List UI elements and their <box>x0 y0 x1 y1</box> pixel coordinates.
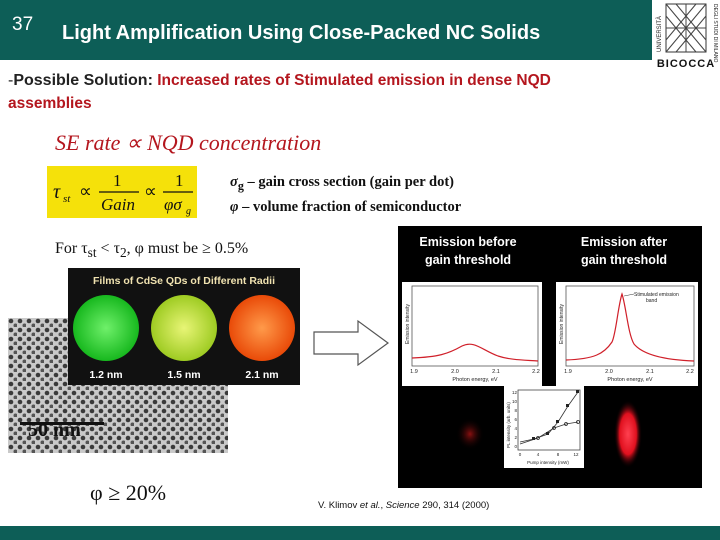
inset-xtick-1: 0 <box>519 452 522 457</box>
inset-ytick-7: 0 <box>514 444 517 449</box>
legend-phi-text: – volume fraction of semiconductor <box>238 198 462 215</box>
condition-sub-1: st <box>87 245 97 261</box>
right-plot-xlabel: Photon energy, eV <box>607 377 652 383</box>
legend-sigma-symbol: σ <box>230 174 238 190</box>
panel-right-heading-2: gain threshold <box>581 253 667 267</box>
cdse-films-image: Films of CdSe QDs of Different Radii 1.2… <box>68 268 300 385</box>
right-spectrum-plot: Stimulated emission band Emission intens… <box>556 282 698 386</box>
condition-mid: < τ <box>96 240 120 257</box>
university-logo: UNIVERSITÀ DEGLI STUDI DI MILANO BICOCCA <box>652 0 720 72</box>
slide-number: 37 <box>12 14 34 35</box>
logo-left-text: UNIVERSITÀ <box>656 16 663 52</box>
condition-prefix: For τ <box>55 240 88 257</box>
formula-prop-1: ∝ <box>79 181 92 201</box>
legend-phi-symbol: φ <box>230 198 239 215</box>
inset-ytick-2: 10 <box>512 399 518 404</box>
condition-suffix: , φ must be ≥ 0.5% <box>126 240 249 257</box>
inset-xlabel: Pump intensity (mW) <box>527 460 569 465</box>
right-plot-tick-4: 2.2 <box>686 369 694 375</box>
panel-left-heading-2: gain threshold <box>425 253 511 267</box>
phi-result: φ ≥ 20% <box>90 480 167 505</box>
formula-one-1: 1 <box>113 171 122 190</box>
se-rate-statement: SE rate ∝ NQD concentration <box>55 130 322 155</box>
emission-panel: Emission before gain threshold Emission … <box>398 226 702 488</box>
formula-phi-sigma: φσ <box>164 195 182 214</box>
left-plot-ylabel: Emission intensity <box>405 303 411 344</box>
inset-xtick-4: 12 <box>573 452 579 457</box>
inset-xtick-3: 8 <box>557 452 560 457</box>
panel-right-heading-1: Emission after <box>581 235 667 249</box>
inset-ytick-1: 12 <box>512 390 518 395</box>
right-arrow-icon <box>313 319 390 367</box>
formula-tau: τ <box>53 181 61 203</box>
solution-text-continued: assemblies <box>8 95 92 112</box>
legend-phi-line: φ – volume fraction of semiconductor <box>230 197 461 218</box>
right-plot-tick-3: 2.1 <box>646 369 654 375</box>
formula-tau-sub: st <box>63 193 71 205</box>
slide-title: Light Amplification Using Close-Packed N… <box>62 22 541 44</box>
film-label-2: 1.5 nm <box>167 369 200 381</box>
citation-etal: et al. <box>359 500 381 511</box>
inset-ytick-6: 2 <box>514 435 517 440</box>
right-plot-tick-1: 1.9 <box>564 369 572 375</box>
panel-left-heading-1: Emission before <box>419 235 516 249</box>
condition-sub-2: 2 <box>120 245 127 261</box>
inset-ytick-5: 4 <box>514 426 517 431</box>
pump-intensity-inset: PL intensity (arb. units) 12 10 8 6 4 2 … <box>504 386 584 468</box>
formula-box: τ st ∝ 1 Gain ∝ 1 φσ g <box>47 166 197 218</box>
right-plot-tick-2: 2.0 <box>605 369 613 375</box>
citation-journal: Science <box>385 500 420 511</box>
citation-author: V. Klimov <box>318 500 360 511</box>
film-disk-3 <box>229 295 295 361</box>
logo-right-text: DEGLI STUDI DI MILANO <box>712 4 718 62</box>
citation: V. Klimov et al., Science 290, 314 (2000… <box>318 500 489 511</box>
solution-label-text: Possible Solution: <box>13 72 153 89</box>
left-spectrum-plot: Emission intensity 1.9 2.0 2.1 2.2 Photo… <box>402 282 542 386</box>
title-bar <box>0 0 652 60</box>
film-disk-2 <box>151 295 217 361</box>
film-label-1: 1.2 nm <box>89 369 122 381</box>
left-plot-tick-3: 2.1 <box>492 369 500 375</box>
legend-sigma-text: – gain cross section (gain per dot) <box>243 174 455 190</box>
right-plot-annotation-1: Stimulated emission <box>634 292 679 298</box>
inset-ytick-3: 8 <box>514 408 517 413</box>
solution-line: -Possible Solution: Increased rates of S… <box>8 72 551 90</box>
formula-legend: σg – gain cross section (gain per dot) φ… <box>230 172 461 218</box>
footer-bar <box>0 526 720 540</box>
inset-ylabel: PL intensity (arb. units) <box>506 402 511 448</box>
left-plot-tick-2: 2.0 <box>451 369 459 375</box>
emission-spot-before <box>456 418 484 450</box>
condition-statement: For τst < τ2, φ must be ≥ 0.5% <box>55 240 248 261</box>
left-plot-xlabel: Photon energy, eV <box>452 377 497 383</box>
tem-scale-label: 50 nm <box>28 419 81 441</box>
left-plot-tick-4: 2.2 <box>532 369 540 375</box>
legend-sigma-sub: g <box>237 178 244 193</box>
citation-ref: 290, 314 (2000) <box>419 500 490 511</box>
film-disk-1 <box>73 295 139 361</box>
film-label-3: 2.1 nm <box>245 369 278 381</box>
logo-bottom-text: BICOCCA <box>657 58 715 70</box>
films-title: Films of CdSe QDs of Different Radii <box>93 275 275 287</box>
left-plot-tick-1: 1.9 <box>410 369 418 375</box>
right-plot-ylabel: Emission intensity <box>559 303 565 344</box>
solution-label: Possible Solution: <box>13 72 153 89</box>
formula-gain: Gain <box>101 195 135 214</box>
solution-text: Increased rates of Stimulated emission i… <box>152 72 551 89</box>
inset-ytick-4: 6 <box>514 417 517 422</box>
inset-xtick-2: 4 <box>537 452 540 457</box>
legend-sigma-line: σg – gain cross section (gain per dot) <box>230 172 461 197</box>
emission-spot-after <box>614 400 642 468</box>
formula-prop-2: ∝ <box>144 181 157 201</box>
right-plot-annotation-2: band <box>646 298 657 304</box>
formula-one-2: 1 <box>175 171 184 190</box>
formula-sigma-sub: g <box>186 206 191 217</box>
citation-sep: , <box>380 500 386 511</box>
solution-prefix: - <box>8 72 14 89</box>
